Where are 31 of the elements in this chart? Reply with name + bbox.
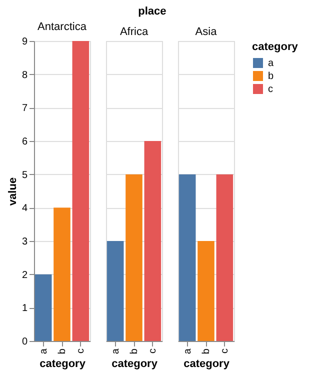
x-axis-title: category [184, 358, 230, 370]
y-tick-label: 5 [22, 170, 28, 181]
chart-title: Asia [195, 26, 218, 38]
legend-label: a [268, 58, 274, 69]
y-tick-label: 2 [22, 270, 28, 281]
legend-label: c [268, 84, 273, 95]
x-tick-label: b [129, 348, 140, 354]
y-tick-label: 9 [22, 36, 28, 48]
y-tick-label: 4 [22, 203, 28, 214]
y-tick-label: 1 [22, 303, 28, 314]
x-tick-label: c [148, 348, 159, 354]
x-tick-label: a [182, 348, 194, 354]
x-tick-label: a [110, 348, 122, 354]
x-tick-label: b [57, 348, 68, 354]
legend-title: category [252, 41, 299, 53]
x-tick-label: c [220, 348, 231, 354]
chart-title: Antarctica [38, 21, 88, 33]
x-tick-label: b [201, 348, 212, 354]
legend-label: b [268, 71, 274, 82]
x-axis-title: category [112, 358, 158, 370]
x-axis-title: category [40, 358, 86, 370]
y-tick-label: 7 [22, 103, 28, 114]
y-tick-label: 3 [22, 236, 28, 248]
y-tick-label: 6 [22, 136, 28, 148]
text: place [138, 6, 166, 18]
y-axis-title: value [6, 177, 19, 206]
y-tick-label: 8 [22, 70, 28, 81]
x-tick-label: a [38, 348, 50, 354]
y-tick-label: 0 [22, 336, 28, 348]
chart-title: Africa [120, 26, 149, 38]
x-tick-label: c [76, 348, 87, 354]
